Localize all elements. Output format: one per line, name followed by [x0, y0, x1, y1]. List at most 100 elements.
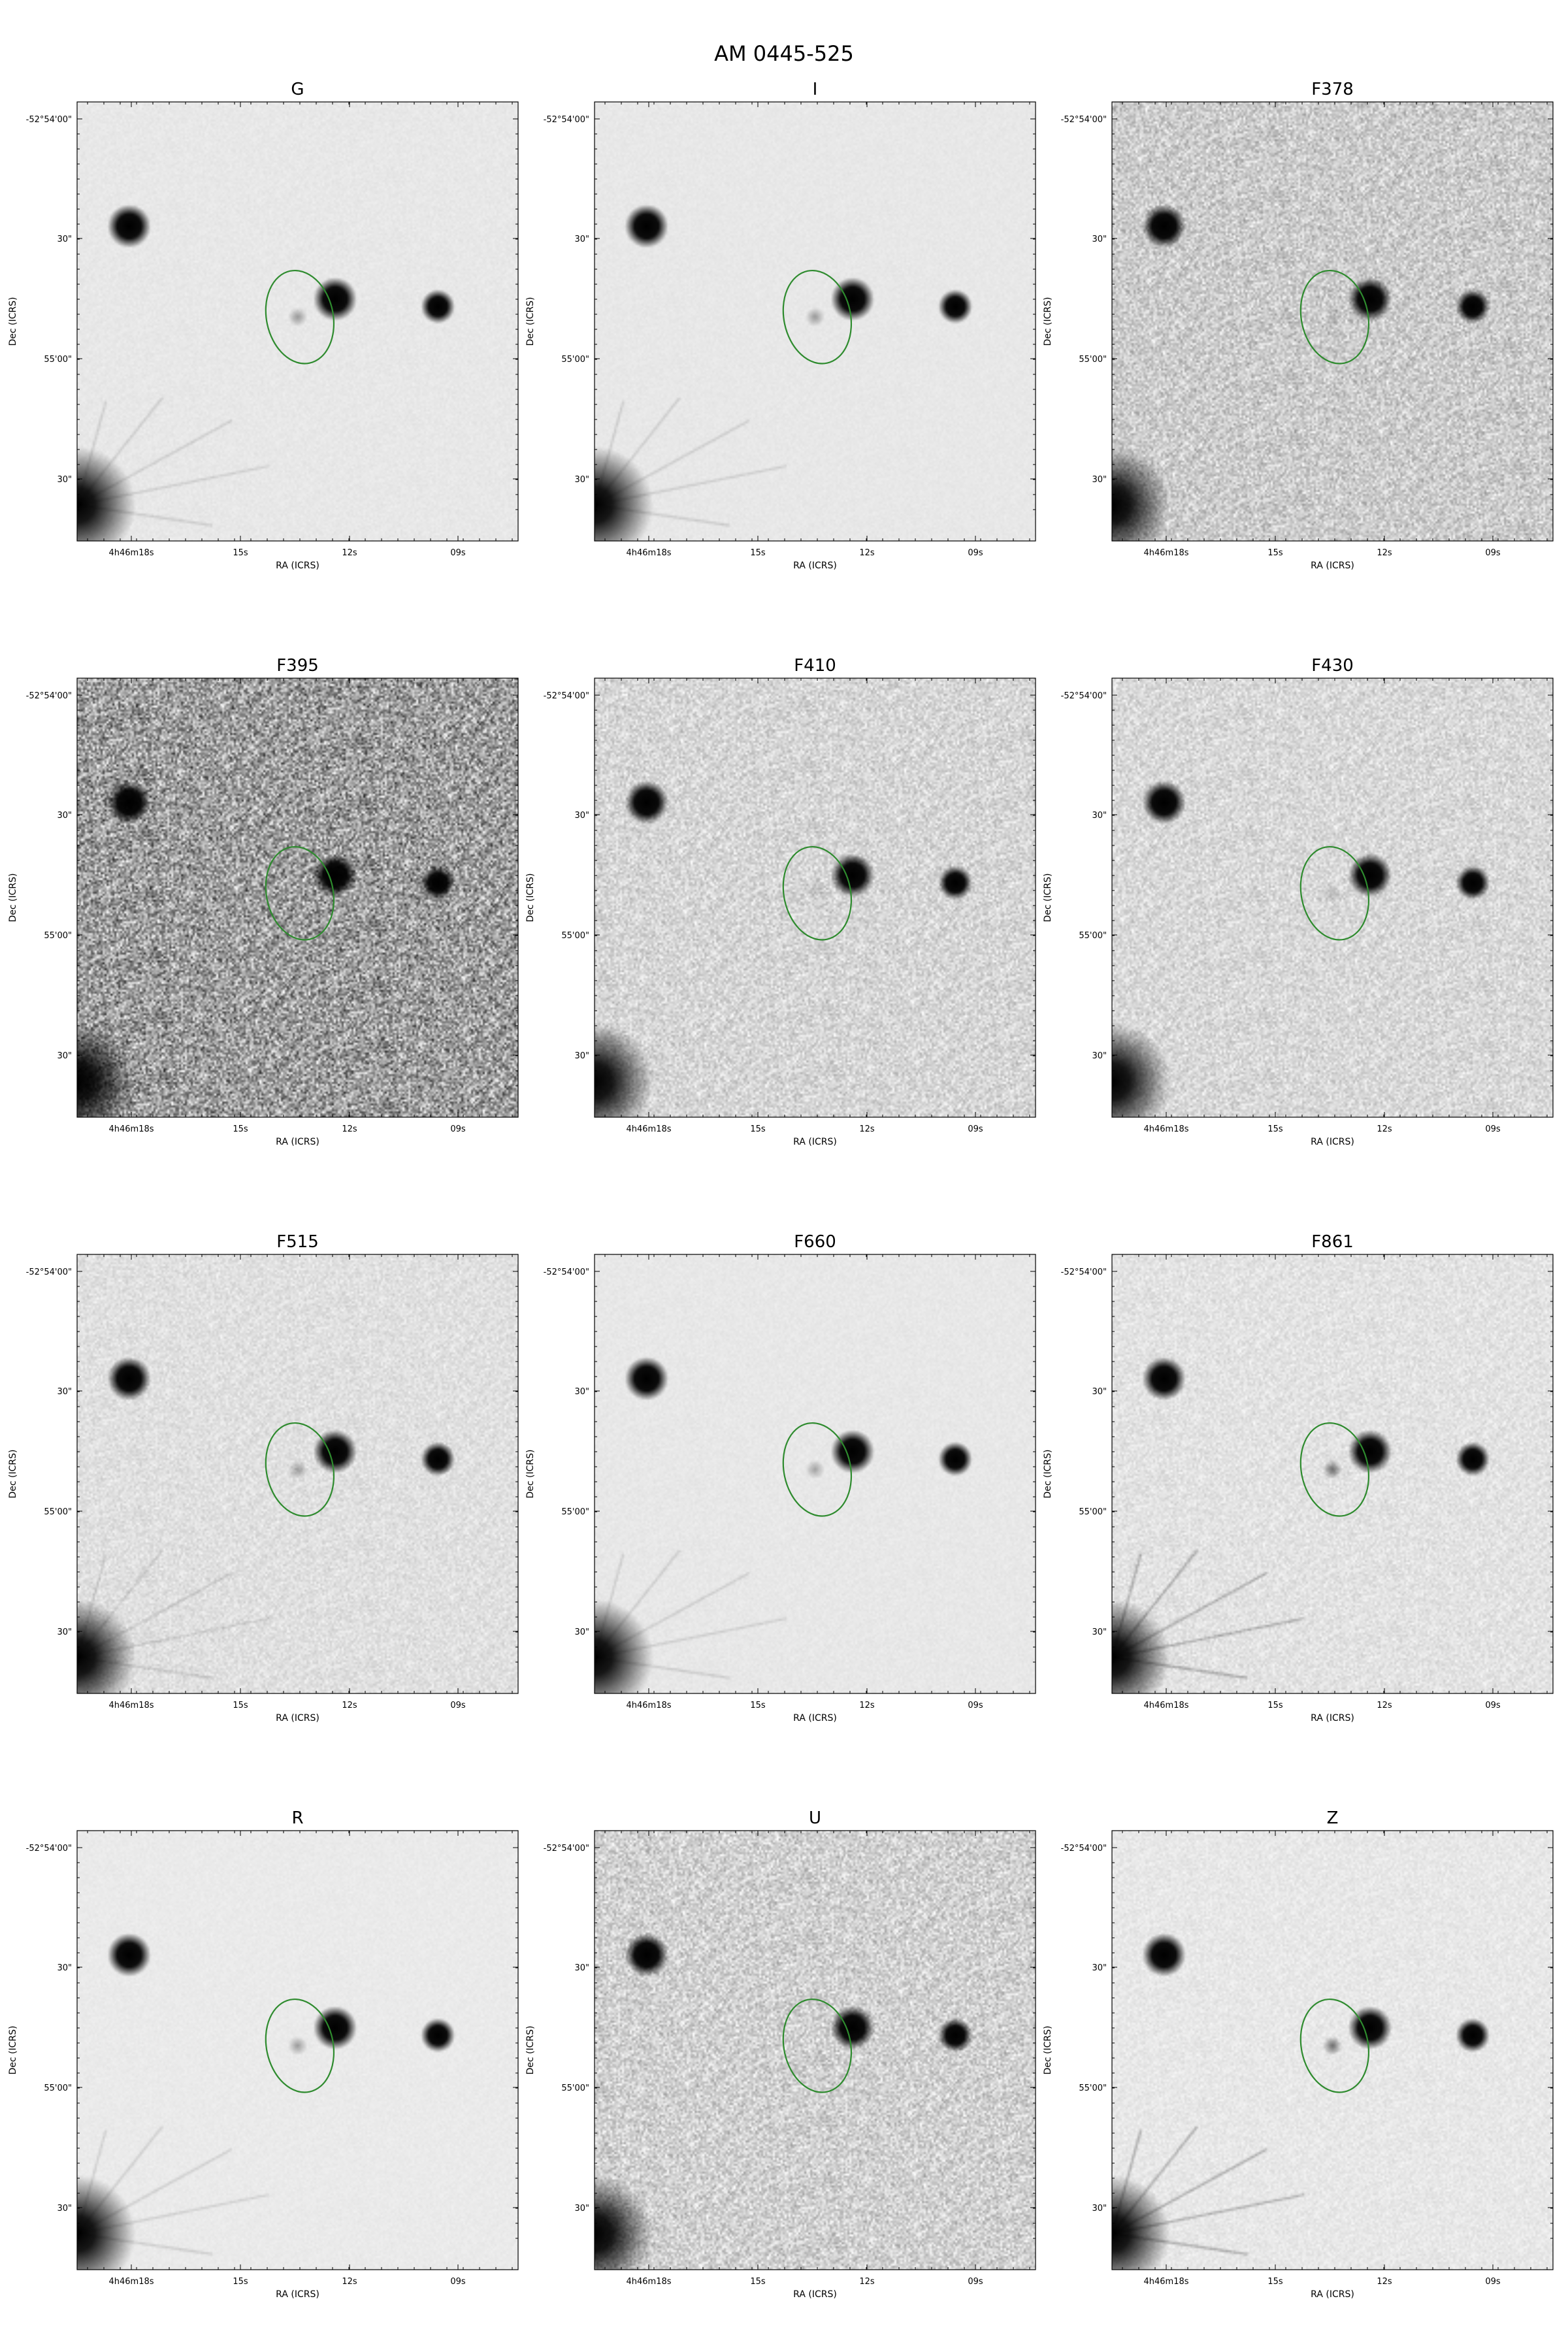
image-field: [77, 678, 518, 1117]
y-tick-label: 30": [1092, 235, 1107, 244]
panel-title: F660: [794, 1232, 836, 1252]
y-tick-label: -52°54'00": [1061, 115, 1107, 125]
axis-ticks: [595, 102, 1036, 541]
axis-ticks: [595, 678, 1036, 1117]
y-tick-label: 30": [1092, 811, 1107, 821]
panel-f430: F430 4h46m18s 15s 12s 09s -52°54'00" 30" 55'00"…: [1035, 576, 1558, 1151]
image-field: [595, 1831, 1036, 2270]
panel-plot: 4h46m18s 15s 12s 09s -52°54'00" 30" 55'00" 30" R…: [525, 1254, 1036, 1723]
x-tick-label: 12s: [1377, 2277, 1392, 2287]
y-tick-label: 30": [1092, 1387, 1107, 1397]
panel-title: G: [291, 80, 304, 99]
y-tick-label: 55'00": [44, 2083, 72, 2093]
y-tick-label: 30": [574, 235, 589, 244]
panel-title: F861: [1311, 1232, 1354, 1252]
x-axis-label: RA (ICRS): [276, 1137, 319, 1147]
y-tick-label: 55'00": [44, 1507, 72, 1517]
aperture-ellipse: [265, 1422, 335, 1517]
y-tick-label: 55'00": [561, 2083, 589, 2093]
image-field: [1112, 678, 1553, 1117]
axis-ticks: [1112, 1254, 1553, 1693]
axis-ticks: [1112, 1831, 1553, 2270]
panel-f378: F378 4h46m18s 15s 12s 09s -52°54'00" 30" 55'00"…: [1035, 0, 1558, 575]
y-tick-label: -52°54'00": [1061, 1844, 1107, 1854]
x-axis-label: RA (ICRS): [1311, 1137, 1354, 1147]
plot-frame: [594, 1830, 1036, 2270]
plot-frame: [1111, 1254, 1554, 1694]
x-tick-label: 15s: [1267, 2277, 1283, 2287]
aperture-ellipse: [265, 269, 335, 365]
y-axis-label: Dec (ICRS): [8, 874, 18, 923]
plot-frame: [76, 1830, 519, 2270]
x-tick-label: 15s: [750, 1701, 766, 1710]
image-field: [595, 678, 1036, 1117]
y-tick-label: 30": [57, 811, 72, 821]
x-tick-label: 12s: [1377, 1701, 1392, 1710]
image-field: [1112, 1254, 1553, 1693]
x-axis-label: RA (ICRS): [793, 1137, 837, 1147]
y-axis-label: Dec (ICRS): [1043, 874, 1053, 923]
panel-title: F378: [1311, 80, 1354, 99]
panel-plot: 4h46m18s 15s 12s 09s -52°54'00" 30" 55'00" 30" R…: [525, 101, 1036, 571]
y-tick-label: 30": [1092, 1963, 1107, 1973]
panel-u: U 4h46m18s 15s 12s 09s -52°54'00" 30" 55'00" 30"…: [517, 1729, 1040, 2304]
x-tick-label: 15s: [1267, 1124, 1283, 1134]
y-tick-label: 30": [574, 1627, 589, 1637]
aperture-ellipse: [782, 1998, 853, 2093]
y-axis-label: Dec (ICRS): [1043, 2026, 1053, 2075]
y-tick-label: 55'00": [561, 1507, 589, 1517]
panel-title: Z: [1326, 1808, 1339, 1828]
x-tick-label: 09s: [1485, 1701, 1501, 1710]
plot-frame: [594, 101, 1036, 542]
x-tick-label: 12s: [859, 548, 875, 558]
y-tick-label: 55'00": [1079, 2083, 1107, 2093]
x-tick-label: 15s: [1267, 548, 1283, 558]
y-axis-label: Dec (ICRS): [525, 297, 536, 346]
image-field: [1112, 1831, 1553, 2270]
plot-frame: [76, 101, 519, 542]
y-tick-label: -52°54'00": [544, 1267, 589, 1277]
aperture-ellipse: [782, 269, 853, 365]
y-tick-label: 30": [1092, 1051, 1107, 1061]
panel-title: F430: [1311, 656, 1354, 676]
panel-plot: 4h46m18s 15s 12s 09s -52°54'00" 30" 55'00" 30" R…: [8, 1254, 519, 1723]
y-tick-label: 30": [1092, 475, 1107, 485]
y-tick-label: 30": [57, 1963, 72, 1973]
panel-plot: 4h46m18s 15s 12s 09s -52°54'00" 30" 55'00" 30" R…: [1043, 1254, 1554, 1723]
x-tick-label: 09s: [968, 1124, 983, 1134]
x-tick-label: 15s: [233, 548, 248, 558]
y-tick-label: 55'00": [1079, 1507, 1107, 1517]
aperture-ellipse: [1299, 1998, 1370, 2093]
panel-plot: 4h46m18s 15s 12s 09s -52°54'00" 30" 55'00" 30" R…: [1043, 1830, 1554, 2300]
x-tick-label: 4h46m18s: [108, 2277, 154, 2287]
y-tick-label: 30": [1092, 2204, 1107, 2213]
y-tick-label: 30": [57, 1051, 72, 1061]
x-tick-label: 15s: [750, 2277, 766, 2287]
panel-plot: 4h46m18s 15s 12s 09s -52°54'00" 30" 55'00" 30" R…: [525, 678, 1036, 1147]
panel-f410: F410 4h46m18s 15s 12s 09s -52°54'00" 30" 55'00"…: [517, 576, 1040, 1151]
x-tick-label: 4h46m18s: [108, 548, 154, 558]
axis-ticks: [595, 1831, 1036, 2270]
x-tick-label: 4h46m18s: [108, 1124, 154, 1134]
panel-title: F515: [276, 1232, 319, 1252]
plot-frame: [594, 678, 1036, 1118]
panel-f395: F395 4h46m18s 15s 12s 09s -52°54'00" 30" 55'00"…: [0, 576, 523, 1151]
x-tick-label: 4h46m18s: [626, 1701, 671, 1710]
x-axis-label: RA (ICRS): [276, 561, 319, 571]
x-axis-label: RA (ICRS): [276, 1713, 319, 1723]
y-axis-label: Dec (ICRS): [8, 1450, 18, 1499]
figure-title: AM 0445-525: [714, 41, 854, 66]
axis-ticks: [77, 1254, 518, 1693]
x-axis-label: RA (ICRS): [793, 1713, 837, 1723]
axis-ticks: [595, 1254, 1036, 1693]
y-tick-label: -52°54'00": [26, 691, 72, 701]
y-axis-label: Dec (ICRS): [1043, 1450, 1053, 1499]
y-tick-label: 30": [574, 1051, 589, 1061]
y-axis-label: Dec (ICRS): [525, 2026, 536, 2075]
aperture-ellipse: [1299, 1422, 1370, 1517]
panel-f861: F861 4h46m18s 15s 12s 09s -52°54'00" 30" 55'00"…: [1035, 1152, 1558, 1727]
panel-title: I: [812, 80, 818, 99]
y-tick-label: 55'00": [561, 931, 589, 941]
image-field: [77, 1831, 518, 2270]
